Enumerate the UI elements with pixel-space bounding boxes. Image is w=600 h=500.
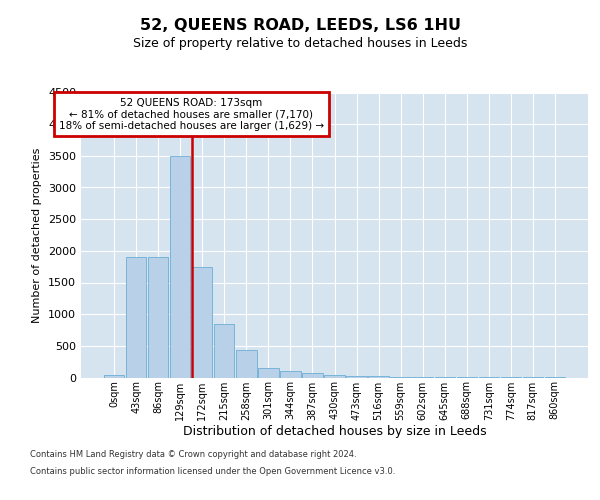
Bar bbox=[214, 324, 235, 378]
Bar bbox=[325, 374, 344, 378]
Text: Contains public sector information licensed under the Open Government Licence v3: Contains public sector information licen… bbox=[30, 468, 395, 476]
Bar bbox=[280, 371, 301, 378]
Bar bbox=[126, 257, 146, 378]
Text: Contains HM Land Registry data © Crown copyright and database right 2024.: Contains HM Land Registry data © Crown c… bbox=[30, 450, 356, 459]
Bar bbox=[148, 257, 169, 378]
Bar bbox=[104, 374, 124, 378]
Text: 52, QUEENS ROAD, LEEDS, LS6 1HU: 52, QUEENS ROAD, LEEDS, LS6 1HU bbox=[139, 18, 461, 32]
Text: 52 QUEENS ROAD: 173sqm
← 81% of detached houses are smaller (7,170)
18% of semi-: 52 QUEENS ROAD: 173sqm ← 81% of detached… bbox=[59, 98, 324, 131]
X-axis label: Distribution of detached houses by size in Leeds: Distribution of detached houses by size … bbox=[182, 425, 487, 438]
Y-axis label: Number of detached properties: Number of detached properties bbox=[32, 148, 43, 322]
Bar bbox=[170, 156, 190, 378]
Text: Size of property relative to detached houses in Leeds: Size of property relative to detached ho… bbox=[133, 38, 467, 51]
Bar bbox=[391, 376, 411, 378]
Bar bbox=[368, 376, 389, 378]
Bar bbox=[302, 373, 323, 378]
Bar bbox=[258, 368, 278, 378]
Bar bbox=[412, 377, 433, 378]
Bar bbox=[192, 266, 212, 378]
Bar bbox=[236, 350, 257, 378]
Bar bbox=[346, 376, 367, 378]
